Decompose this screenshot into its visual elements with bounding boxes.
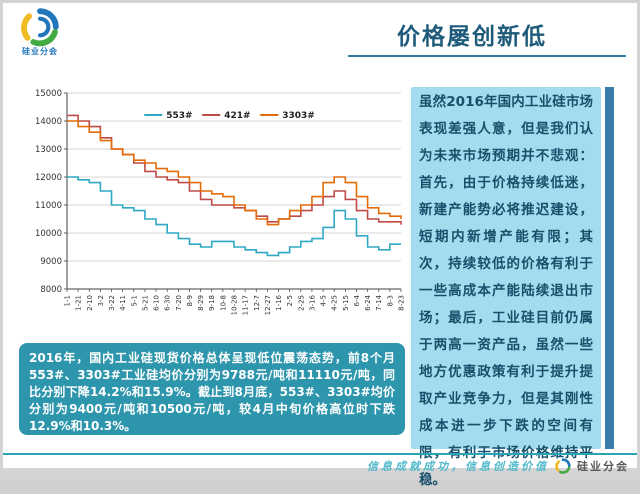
svg-text:8000: 8000	[40, 285, 62, 295]
svg-text:11000: 11000	[35, 201, 62, 211]
svg-text:1-1: 1-1	[64, 295, 72, 306]
logo-text: 硅业分会	[22, 47, 58, 56]
svg-text:4-5: 4-5	[320, 295, 328, 306]
page-title: 价格屡创新低	[397, 24, 547, 50]
price-trend-chart: 8000 9000 10000 11000 12000 13000 14000 15000 1-…	[25, 83, 409, 335]
svg-text:553#: 553#	[166, 111, 192, 121]
svg-text:6-30: 6-30	[164, 295, 172, 311]
svg-text:10-8: 10-8	[219, 295, 227, 311]
svg-text:1-16: 1-16	[275, 294, 283, 310]
accent-bar	[605, 87, 614, 449]
svg-text:4-25: 4-25	[331, 295, 339, 311]
svg-text:9000: 9000	[40, 257, 62, 267]
svg-text:14000: 14000	[35, 117, 62, 127]
svg-text:8-9: 8-9	[186, 295, 194, 306]
slide: 硅业分会 价格屡创新低 8000 9000 10000 11000 12000 13000…	[3, 3, 637, 488]
svg-text:6-4: 6-4	[353, 294, 361, 306]
svg-text:3-22: 3-22	[108, 295, 116, 311]
svg-text:12-7: 12-7	[253, 295, 261, 311]
svg-text:11-17: 11-17	[242, 295, 250, 315]
svg-text:12000: 12000	[35, 173, 62, 183]
svg-text:4-11: 4-11	[119, 295, 127, 311]
svg-text:1-21: 1-21	[75, 295, 83, 311]
footer: 信息成就成功，信息创造价值 硅业分会	[367, 458, 629, 474]
svg-text:10-28: 10-28	[231, 295, 239, 315]
svg-text:6-24: 6-24	[364, 294, 372, 310]
svg-text:2-10: 2-10	[86, 295, 94, 311]
footer-swirl-logo-icon	[555, 458, 571, 474]
association-logo: 硅业分会	[13, 7, 67, 57]
svg-text:15000: 15000	[35, 89, 62, 99]
svg-text:8-23: 8-23	[398, 295, 406, 311]
svg-text:3-2: 3-2	[97, 295, 105, 306]
svg-text:10000: 10000	[35, 229, 62, 239]
footer-slogan: 信息成就成功，信息创造价值	[367, 460, 549, 473]
svg-text:8-3: 8-3	[386, 295, 394, 306]
svg-text:2-5: 2-5	[286, 295, 294, 306]
svg-text:5-1: 5-1	[130, 295, 138, 306]
svg-text:12-27: 12-27	[264, 295, 272, 315]
title-underline	[348, 55, 626, 57]
svg-text:8-29: 8-29	[197, 295, 205, 311]
analysis-panel: 虽然2016年国内工业硅市场表现差强人意，但是我们认为未来市场预期并不悲观：首先…	[411, 87, 601, 488]
footer-brand: 硅业分会	[577, 460, 629, 473]
svg-text:3303#: 3303#	[282, 111, 315, 121]
svg-text:5-21: 5-21	[141, 295, 149, 311]
svg-text:3-16: 3-16	[308, 294, 316, 310]
svg-text:421#: 421#	[224, 111, 250, 121]
svg-text:9-18: 9-18	[208, 295, 216, 311]
svg-text:6-10: 6-10	[153, 295, 161, 311]
footer-divider	[3, 453, 637, 455]
svg-text:7-14: 7-14	[375, 294, 383, 310]
svg-text:2-25: 2-25	[297, 295, 305, 311]
swirl-logo-icon	[21, 8, 59, 47]
summary-box: 2016年，国内工业硅现货价格总体呈现低位震荡态势，前8个月553#、3303#…	[19, 343, 405, 435]
slide-frame: 硅业分会 价格屡创新低 8000 9000 10000 11000 12000 13000…	[3, 3, 637, 488]
svg-text:7-20: 7-20	[175, 295, 183, 311]
svg-text:13000: 13000	[35, 145, 62, 155]
svg-text:5-15: 5-15	[342, 295, 350, 311]
